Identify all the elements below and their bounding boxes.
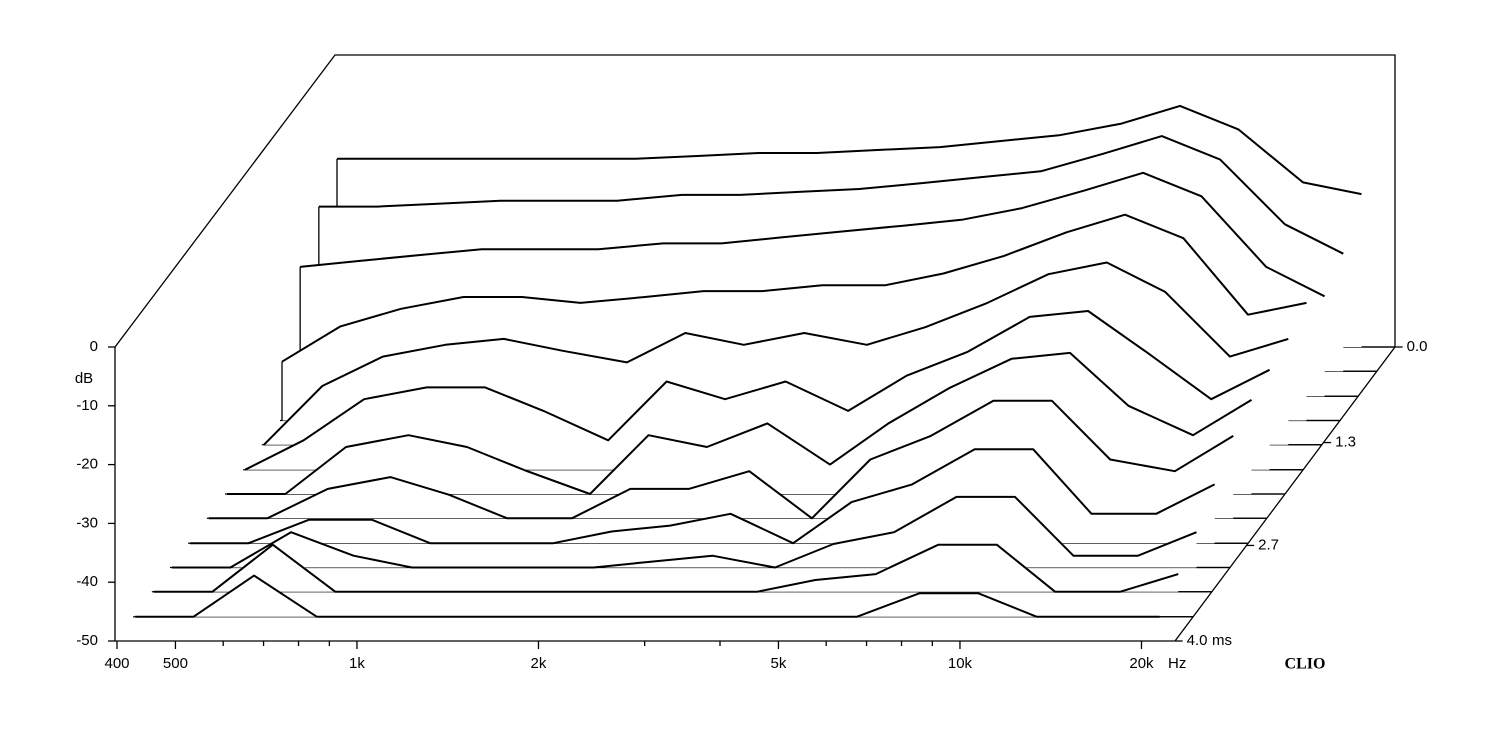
z-tick-label: 2.7: [1258, 536, 1279, 553]
slice-line: [337, 104, 1362, 196]
slice-line: [135, 574, 1160, 618]
slice-line: [172, 495, 1197, 569]
z-tick-label: 4.0: [1187, 632, 1208, 649]
brand: CLIO: [1285, 656, 1326, 673]
x-tick-label: 500: [163, 655, 188, 672]
x-tick-label: 1k: [349, 655, 365, 672]
x-tick-label: 20k: [1129, 655, 1154, 672]
y-tick-label: -30: [76, 514, 98, 531]
slice-line: [281, 213, 1307, 363]
slice-line: [227, 351, 1253, 495]
x-tick-label: 5k: [771, 655, 787, 672]
slice-line: [244, 310, 1271, 471]
y-tick-label: -20: [76, 456, 98, 473]
y-tick-label: 0: [90, 338, 98, 355]
slice-line: [318, 135, 1344, 255]
slice-mask: [135, 575, 1160, 617]
z-tick-label: 0.0: [1407, 338, 1428, 355]
slice-mask: [153, 544, 1179, 592]
slice-line: [153, 543, 1179, 593]
x-unit: Hz: [1168, 655, 1186, 672]
x-tick-label: 10k: [948, 655, 973, 672]
slice-line: [190, 448, 1216, 545]
y-tick-label: -40: [76, 573, 98, 590]
y-tick-label: -50: [76, 632, 98, 649]
y-axis-label: dB: [75, 370, 93, 387]
slice-line: [208, 399, 1234, 520]
box-frame: [114, 54, 1396, 642]
z-unit: ms: [1212, 632, 1232, 649]
z-tick-label: 1.3: [1335, 434, 1356, 451]
x-tick-label: 400: [104, 655, 129, 672]
slice-line: [299, 171, 1326, 298]
x-tick-label: 2k: [531, 655, 547, 672]
y-tick-label: -10: [76, 397, 98, 414]
slice-line: [263, 261, 1289, 446]
